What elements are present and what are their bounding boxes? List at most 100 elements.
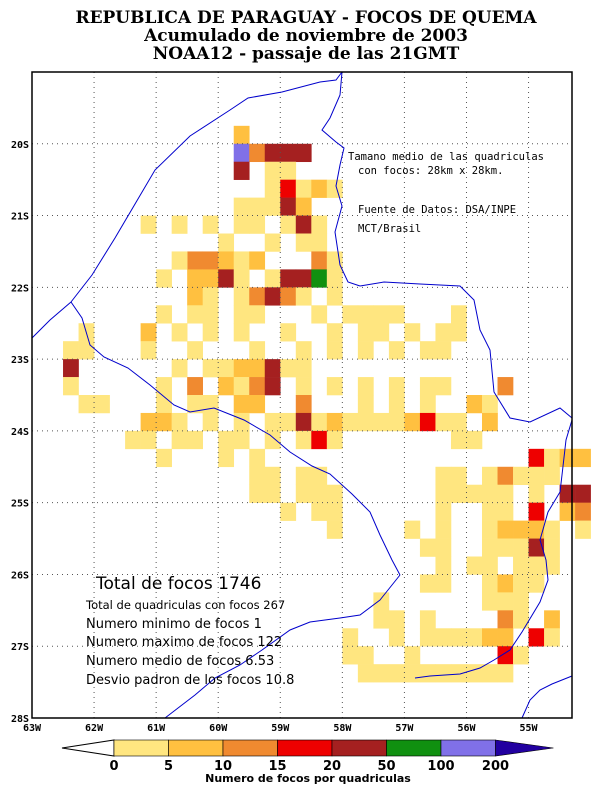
fire-cell [202, 412, 219, 432]
fire-cell [419, 341, 436, 360]
fire-cell [419, 574, 436, 593]
fire-cell [482, 628, 498, 647]
fire-cell [233, 377, 250, 396]
fire-cell [264, 197, 281, 216]
border-argentina-south [521, 675, 573, 719]
lat-tick-label: 25S [11, 499, 29, 510]
fire-cell [202, 395, 219, 414]
fire-cell [249, 287, 266, 306]
fire-cell [373, 610, 390, 629]
fire-cell [450, 664, 467, 683]
fire-cell [435, 502, 452, 521]
fire-cell [63, 359, 79, 378]
fire-cell [326, 323, 343, 342]
fire-cell [357, 323, 374, 342]
fire-cell [482, 412, 498, 432]
fire-cell [497, 664, 514, 683]
fire-cell [233, 430, 250, 450]
fire-cell [388, 395, 405, 414]
fire-cell [342, 305, 359, 324]
fire-cell [264, 412, 281, 432]
fire-cell [264, 161, 281, 180]
fire-cell [482, 538, 498, 557]
fire-cell [482, 466, 498, 486]
fire-cell [140, 412, 157, 432]
fire-cell [187, 341, 203, 360]
fire-cell [544, 556, 560, 575]
fire-cell [295, 395, 312, 414]
fire-cell [280, 197, 297, 216]
border-lines [31, 71, 573, 719]
fire-cell [419, 628, 436, 647]
fire-cell [187, 269, 203, 288]
colorbar [61, 739, 554, 757]
fire-cell [466, 484, 483, 503]
fire-cell [94, 395, 110, 414]
note-source: Fuente de Datos: DSA/INPE [358, 204, 516, 216]
fire-cell [249, 251, 266, 270]
border-brazil-east [359, 281, 573, 423]
colorbar-segment [331, 739, 387, 757]
colorbar-segment [440, 739, 496, 757]
fire-cell [187, 287, 203, 306]
fire-cell [202, 305, 219, 324]
fire-cell [280, 287, 297, 306]
fire-cell [295, 484, 312, 503]
fire-cell [466, 395, 483, 414]
fire-cell [357, 305, 374, 324]
fire-cell [249, 395, 266, 414]
fire-cell [140, 430, 157, 450]
latitude-ticks: 20S 21S 22S 23S 24S 25S 26S 27S 28S [11, 140, 29, 725]
fire-cell [466, 430, 483, 450]
fire-cell [404, 323, 421, 342]
fire-cell [295, 143, 312, 163]
fire-cell [373, 592, 390, 611]
fire-cell [544, 448, 560, 468]
fire-cell [450, 484, 467, 503]
fire-cell [249, 359, 266, 378]
fire-cell [233, 395, 250, 414]
fire-cell [544, 520, 560, 539]
fire-cell [171, 412, 188, 432]
fire-cell [513, 466, 529, 486]
fire-cell [513, 538, 529, 557]
fire-cell [482, 574, 498, 593]
note-source-2: MCT/Brasil [358, 223, 421, 235]
fire-cell [156, 395, 172, 414]
fire-cell [466, 664, 483, 683]
fire-cell [450, 305, 467, 324]
fire-cell [249, 197, 266, 216]
fire-cell [218, 377, 235, 396]
fire-cell [450, 323, 467, 342]
fire-cell [373, 664, 390, 683]
fire-cell [295, 377, 312, 396]
stat-total: Total de focos 1746 [95, 574, 261, 594]
fire-cell [233, 305, 250, 324]
fire-cell [280, 323, 297, 342]
fire-cell [233, 161, 250, 180]
fire-cell [513, 556, 529, 575]
stat-max: Numero maximo de focos 122 [86, 635, 282, 650]
fire-cell [233, 215, 250, 234]
fire-cell [264, 484, 281, 503]
fire-cell [78, 395, 95, 414]
fire-cell [218, 448, 235, 468]
fire-cell [171, 323, 188, 342]
fire-cell [280, 269, 297, 288]
colorbar-tick-label: 50 [377, 759, 395, 774]
fire-cell [202, 251, 219, 270]
fire-cell [482, 520, 498, 539]
lat-tick-label: 28S [11, 714, 29, 725]
fire-cell [311, 412, 328, 432]
fire-cell [171, 251, 188, 270]
note-grid-size-2: con focos: 28km x 28km. [358, 165, 503, 177]
fire-cell [435, 412, 452, 432]
fire-cell [419, 538, 436, 557]
fire-cell [513, 646, 529, 665]
fire-cell [311, 233, 328, 252]
fire-cell [63, 377, 79, 396]
fire-cell [295, 179, 312, 198]
fire-cell [78, 341, 95, 360]
fire-cell [156, 305, 172, 324]
